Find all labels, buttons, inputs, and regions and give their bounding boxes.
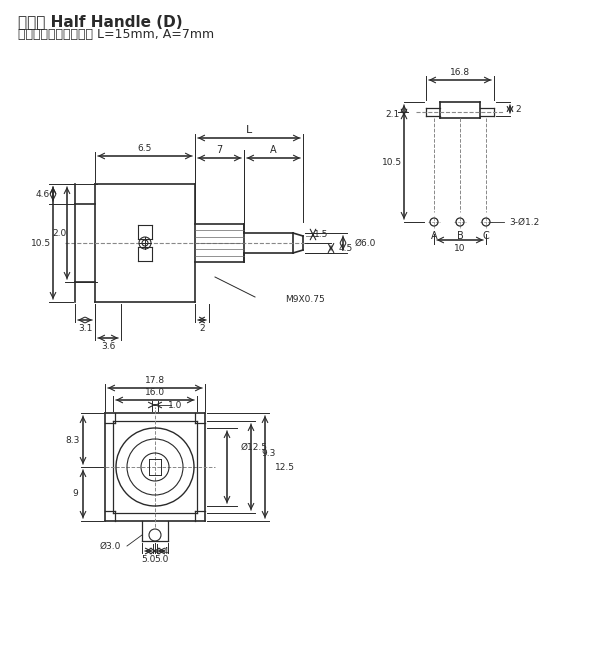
Text: 2.0: 2.0 [52, 228, 66, 238]
Text: 9.3: 9.3 [261, 448, 275, 457]
Text: L: L [246, 125, 252, 135]
Text: ความยาวแกน L=15mm, A=7mm: ความยาวแกน L=15mm, A=7mm [18, 28, 214, 41]
Text: 6.5: 6.5 [138, 144, 152, 152]
Text: 16.8: 16.8 [450, 68, 470, 77]
Text: Ø3.0: Ø3.0 [100, 542, 121, 551]
Text: 5.0: 5.0 [154, 555, 169, 563]
Text: 4: 4 [162, 547, 168, 555]
Text: 2.1: 2.1 [385, 109, 399, 118]
Text: 4.6: 4.6 [36, 189, 50, 199]
Text: 16.0: 16.0 [145, 387, 165, 397]
Text: Ø6.0: Ø6.0 [355, 238, 376, 248]
Text: 17.8: 17.8 [145, 375, 165, 385]
Text: Ø12.5: Ø12.5 [241, 442, 268, 451]
Text: 2: 2 [199, 324, 205, 332]
Text: M9X0.75: M9X0.75 [285, 295, 325, 303]
Text: A: A [431, 231, 437, 241]
Text: แกน Half Handle (D): แกน Half Handle (D) [18, 14, 182, 29]
Text: 1.5: 1.5 [314, 230, 328, 239]
Text: 7: 7 [217, 145, 223, 155]
Text: A: A [270, 145, 277, 155]
Text: 3-Ø1.2: 3-Ø1.2 [509, 218, 539, 226]
Text: 10.5: 10.5 [382, 158, 402, 167]
Text: 12.5: 12.5 [275, 463, 295, 471]
Text: 9: 9 [72, 489, 78, 498]
Text: 8.3: 8.3 [66, 436, 80, 444]
Text: 2: 2 [515, 105, 521, 113]
Text: 5.0: 5.0 [142, 555, 155, 563]
Text: 10: 10 [454, 244, 466, 252]
Text: 3.1: 3.1 [78, 324, 92, 332]
Text: 4.5: 4.5 [339, 244, 353, 252]
Text: 3.6: 3.6 [101, 342, 115, 350]
Text: 10.5: 10.5 [31, 238, 51, 248]
Text: B: B [457, 231, 463, 241]
Text: C: C [482, 231, 490, 241]
Text: 1.0: 1.0 [168, 401, 182, 410]
